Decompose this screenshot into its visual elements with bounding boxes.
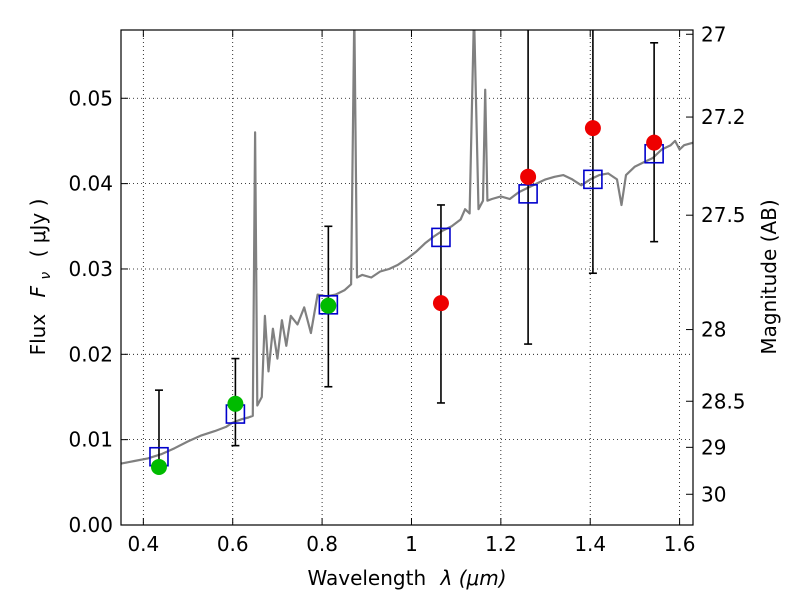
magnitude-tick-label: 27.2 [701,105,746,129]
y-tick-label: 0.04 [68,172,113,196]
magnitude-tick-label: 30 [701,482,726,506]
y-axis-label-symbol: F [26,285,50,297]
spectrum-line [121,30,693,465]
observed-point [584,120,601,137]
x-tick-label: 1.4 [574,532,606,556]
x-tick-label: 1.2 [485,532,517,556]
observed-point [432,295,449,312]
x-axis-label-text: Wavelength [307,566,426,590]
y-axis-label-text: Flux [26,314,50,356]
observed-point [320,297,337,314]
observed-point [150,458,167,475]
x-axis-label: Wavelength λ (μm) [307,566,506,590]
magnitude-tick-label: 29 [701,435,726,459]
x-tick-label: 1 [405,532,418,556]
y-tick-label: 0.01 [68,428,113,452]
x-axis-ticks: 0.4 0.6 0.8 1 1.2 1.4 1.6 [127,30,696,556]
observed-point [646,134,663,151]
x-axis-label-math: λ (μm) [440,566,507,590]
y-tick-label: 0.05 [68,86,113,110]
plot-area [121,30,693,475]
model-point [518,184,538,204]
magnitude-tick-label: 27 [701,22,726,46]
x-tick-label: 0.8 [306,532,338,556]
y-axis-label: Flux F ν ( μJy ) [26,199,55,356]
y-axis-label-unit: ( μJy ) [26,199,50,258]
y-tick-label: 0.00 [68,513,113,537]
plot-frame [120,29,694,526]
grid-lines [121,30,693,525]
x-tick-label: 0.4 [127,532,159,556]
y-tick-label: 0.02 [68,342,113,366]
model-point [431,227,451,248]
y-tick-label: 0.03 [68,257,113,281]
magnitude-tick-label: 28 [701,318,726,342]
y-axis-ticks: 0.00 0.01 0.02 0.03 0.04 0.05 [68,86,128,537]
x-tick-label: 0.6 [217,532,249,556]
model-point [318,295,339,315]
model-point [583,169,603,190]
magnitude-tick-label: 27.5 [701,203,746,227]
magnitude-axis-label: Magnitude (AB) [757,199,781,354]
magnitude-tick-label: 28.5 [701,389,746,413]
observed-point [520,168,537,185]
y-axis-label-subscript: ν [38,272,54,280]
x-tick-label: 1.6 [664,532,696,556]
observed-point [227,395,244,412]
magnitude-axis-ticks: 27 27.2 27.5 28 28.5 29 30 [686,22,746,506]
